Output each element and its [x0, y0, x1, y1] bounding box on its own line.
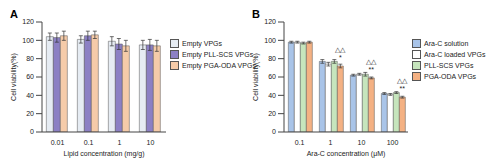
svg-text:120: 120 [264, 18, 276, 25]
svg-text:100: 100 [387, 139, 399, 146]
html-text:Ara-C solution: Ara-C solution [424, 40, 469, 47]
svg-text:20: 20 [268, 110, 276, 117]
svg-text:0.01: 0.01 [51, 139, 65, 146]
svg-text:0.1: 0.1 [295, 139, 305, 146]
svg-text:1: 1 [329, 139, 333, 146]
svg-text:60: 60 [268, 73, 276, 80]
svg-text:0: 0 [30, 128, 34, 135]
svg-text:0: 0 [272, 128, 276, 135]
html-text:Ara-C loaded VPGs: Ara-C loaded VPGs [424, 51, 486, 58]
svg-text:40: 40 [268, 92, 276, 99]
svg-text:20: 20 [26, 110, 34, 117]
svg-text:0.1: 0.1 [84, 139, 94, 146]
svg-text:Ara-C concentration (μM): Ara-C concentration (μM) [307, 150, 386, 158]
svg-text:10: 10 [147, 139, 155, 146]
svg-text:△△: △△ [366, 58, 377, 65]
svg-text:1: 1 [118, 139, 122, 146]
svg-text:120: 120 [22, 18, 34, 25]
html-text:PLL-SCS VPGs: PLL-SCS VPGs [424, 62, 474, 69]
html-text:A: A [10, 8, 18, 20]
html-text:Empty PLL-SCS VPGs: Empty PLL-SCS VPGs [182, 51, 254, 58]
svg-text:Cell viability(%): Cell viability(%) [10, 53, 18, 101]
html-text:B: B [252, 8, 260, 20]
svg-text:*: * [339, 54, 342, 61]
html-text:Empty VPGs: Empty VPGs [182, 40, 223, 47]
svg-text:△△: △△ [397, 77, 408, 84]
svg-text:Lipid concentration (mg/g): Lipid concentration (mg/g) [64, 150, 145, 158]
svg-text:△△: △△ [335, 46, 346, 53]
svg-text:Cell viability(%): Cell viability(%) [252, 53, 260, 101]
html-text:Empty PGA-ODA VPGs: Empty PGA-ODA VPGs [182, 62, 256, 69]
svg-text:**: ** [400, 85, 406, 92]
svg-text:100: 100 [264, 37, 276, 44]
svg-text:100: 100 [22, 37, 34, 44]
svg-text:10: 10 [358, 139, 366, 146]
svg-text:60: 60 [26, 73, 34, 80]
svg-text:40: 40 [26, 92, 34, 99]
html-text:PGA-ODA VPGs: PGA-ODA VPGs [424, 73, 477, 80]
svg-text:**: ** [369, 66, 375, 73]
svg-text:80: 80 [26, 55, 34, 62]
svg-text:80: 80 [268, 55, 276, 62]
